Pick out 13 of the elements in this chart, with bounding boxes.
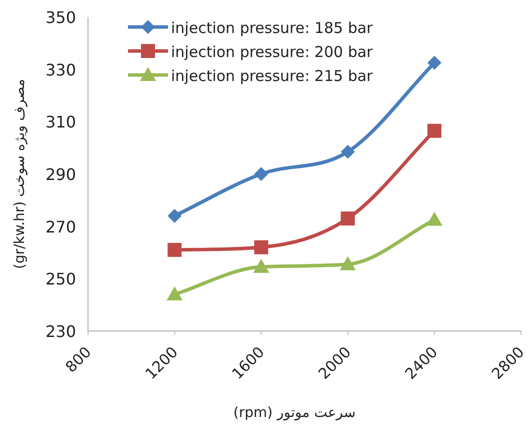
y-tick-label: 250 <box>45 270 76 289</box>
legend-label: injection pressure: 200 bar <box>171 43 374 61</box>
y-axis-title: مصرف ویژه سوخت (gr/kw.hr) <box>12 79 28 269</box>
y-tick-label: 230 <box>45 322 76 341</box>
x-tick-label: 800 <box>62 343 95 376</box>
legend-label: injection pressure: 215 bar <box>171 67 374 85</box>
y-tick-label: 350 <box>45 8 76 27</box>
y-tick-label: 270 <box>45 217 76 236</box>
y-tick-label: 310 <box>45 112 76 132</box>
legend-label: injection pressure: 185 bar <box>171 19 374 37</box>
y-tick-label: 330 <box>45 60 76 80</box>
y-tick-label: 290 <box>45 165 76 184</box>
x-axis-title: سرعت موتور (rpm) <box>233 405 356 421</box>
